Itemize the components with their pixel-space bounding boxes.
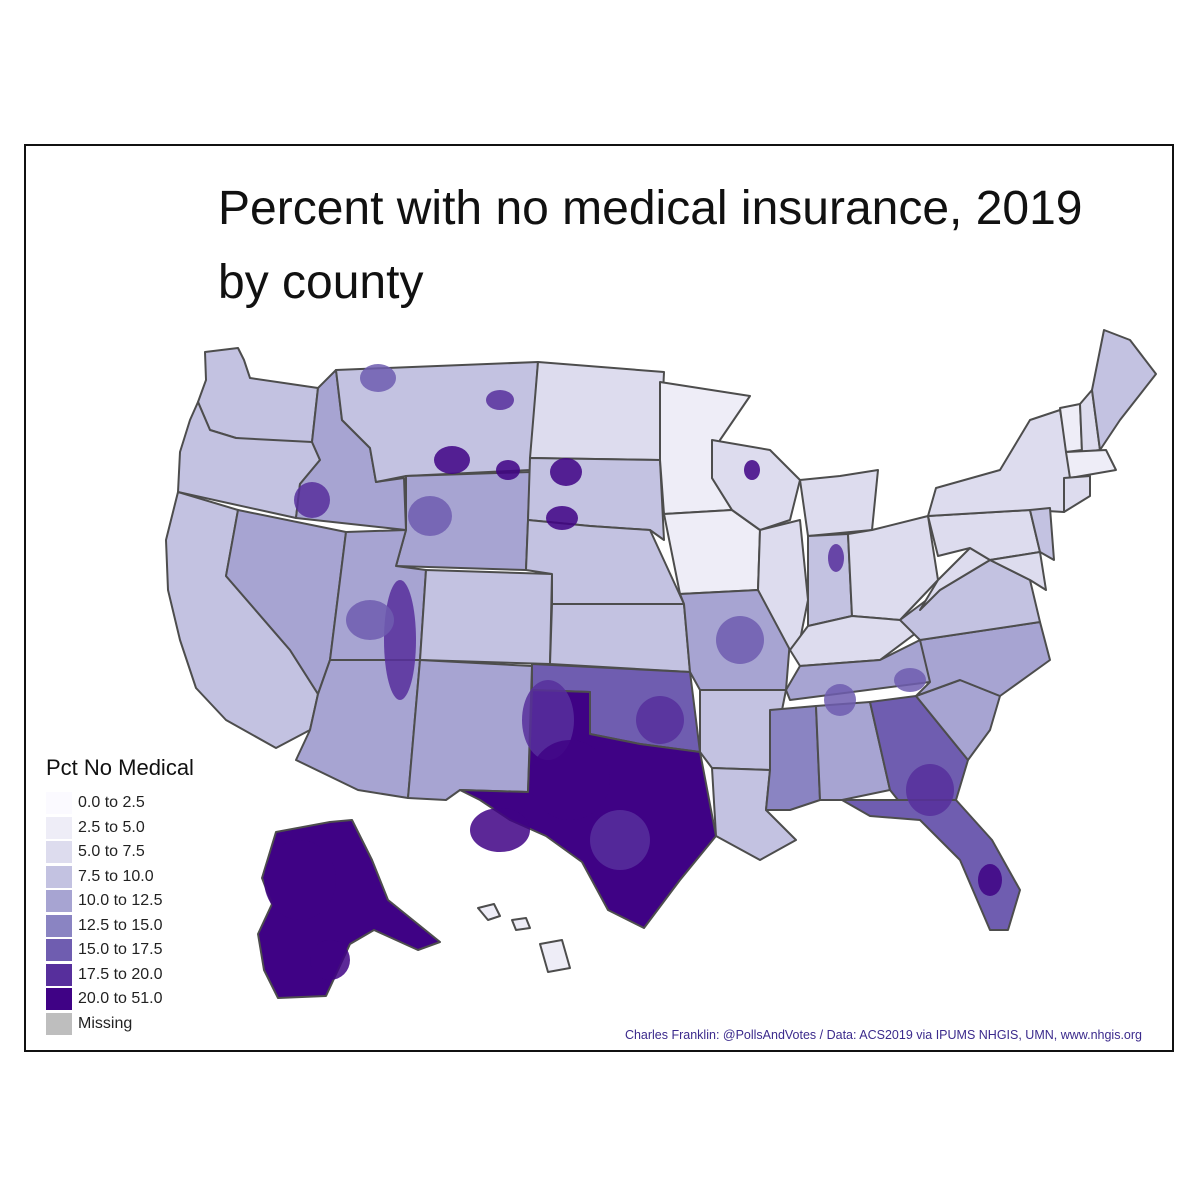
state-wisconsin [711,439,801,531]
county-cluster [346,600,394,640]
title-line-2: by county [218,256,424,309]
source-credit: Charles Franklin: @PollsAndVotes / Data:… [624,1028,1142,1042]
county-cluster [522,680,574,760]
legend-item: 20.0 to 51.0 [46,987,194,1012]
state-new-jersey [1029,507,1055,561]
county-cluster [636,696,684,744]
county-cluster [744,460,760,480]
county-cluster [434,446,470,474]
legend-label: 0.0 to 2.5 [78,794,145,812]
county-cluster [894,668,926,692]
legend-label: Missing [78,1014,133,1032]
state-north-dakota [529,361,665,461]
legend-item: 7.5 to 10.0 [46,865,194,890]
legend-swatch [46,841,72,864]
county-cluster [310,940,350,980]
legend-swatch [46,914,72,937]
legend-label: 10.0 to 12.5 [78,892,163,910]
legend-item: 0.0 to 2.5 [46,791,194,816]
county-cluster [550,458,582,486]
state-michigan [799,469,879,537]
legend-item: 15.0 to 17.5 [46,938,194,963]
county-cluster [530,740,610,820]
legend-label: 5.0 to 7.5 [78,843,145,861]
county-cluster [360,364,396,392]
legend-swatch [46,816,72,839]
state-iowa [663,509,761,595]
legend-label: 7.5 to 10.0 [78,867,154,885]
legend-swatch [46,865,72,888]
county-cluster [486,390,514,410]
county-cluster [716,616,764,664]
legend-item: 17.5 to 20.0 [46,963,194,988]
county-cluster [470,808,530,852]
legend-title: Pct No Medical [46,755,194,780]
legend-label: 17.5 to 20.0 [78,965,163,983]
state-indiana [807,533,853,627]
state-massachusetts [1065,449,1117,479]
legend-swatch [46,939,72,962]
county-cluster [294,482,330,518]
legend-item: 12.5 to 15.0 [46,914,194,939]
county-cluster [906,764,954,816]
state-hawaii [477,903,571,973]
state-alabama [815,701,891,801]
state-maryland [989,551,1047,591]
title-line-1: Percent with no medical insurance, 2019 [218,182,1083,235]
state-washington [197,347,319,443]
legend-item: Missing [46,1012,194,1037]
legend-item: 2.5 to 5.0 [46,816,194,841]
county-cluster [408,496,452,536]
legend-swatch [46,1012,72,1035]
state-west-virginia [919,547,991,611]
county-cluster [590,810,650,870]
legend-label: 2.5 to 5.0 [78,818,145,836]
legend-swatch [46,988,72,1011]
legend-swatch [46,890,72,913]
state-connecticut [1063,475,1091,513]
legend-label: 15.0 to 17.5 [78,941,163,959]
county-cluster [264,840,336,920]
state-colorado [419,569,553,665]
legend-item: 5.0 to 7.5 [46,840,194,865]
state-mississippi [765,705,821,811]
legend: Pct No Medical 0.0 to 2.5 2.5 to 5.0 5.0 t… [46,755,194,1036]
legend-item: 10.0 to 12.5 [46,889,194,914]
legend-swatch [46,792,72,815]
legend-label: 20.0 to 51.0 [78,990,163,1008]
legend-swatch [46,963,72,986]
legend-items: 0.0 to 2.5 2.5 to 5.0 5.0 to 7.5 7.5 to 10.… [46,791,194,1036]
state-florida [841,799,1021,931]
county-hotspots [264,364,1002,980]
state-regions [165,329,1157,999]
state-kansas [549,603,691,673]
state-maine [1091,329,1157,451]
county-cluster [824,684,856,716]
county-cluster [496,460,520,480]
legend-label: 12.5 to 15.0 [78,916,163,934]
state-north-carolina [915,621,1051,697]
county-cluster [384,580,416,700]
county-cluster [546,506,578,530]
county-cluster [978,864,1002,896]
county-cluster [828,544,844,572]
map-title: Percent with no medical insurance, 2019 … [218,172,1083,320]
state-pennsylvania [927,509,1041,561]
state-new-york [927,409,1073,517]
state-new-mexico [407,659,533,801]
